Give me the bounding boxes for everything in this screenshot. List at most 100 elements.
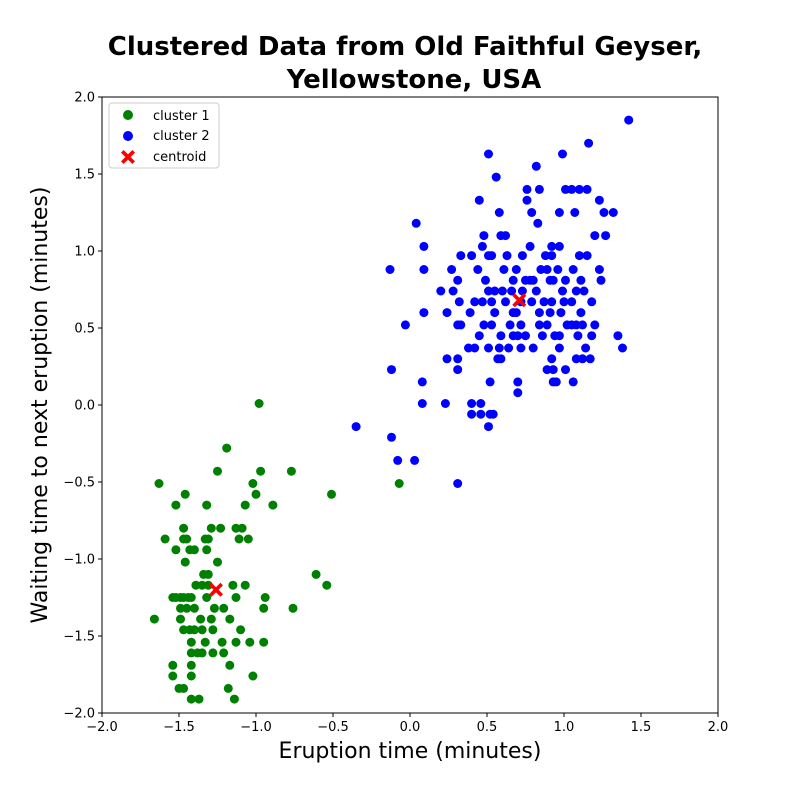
data-point-cluster-2 xyxy=(587,331,597,341)
data-point-cluster-2 xyxy=(599,208,609,217)
data-point-cluster-2 xyxy=(534,320,544,330)
data-point-cluster-2 xyxy=(502,251,512,261)
data-point-cluster-1 xyxy=(197,648,207,658)
data-point-cluster-2 xyxy=(479,320,489,330)
data-point-cluster-1 xyxy=(202,593,212,602)
data-point-cluster-1 xyxy=(182,534,192,544)
axis-ticks: −2.0 −1.5 −1.0 −0.5 0.0 0.5 1.0 1.5 2.0 −2.0 −1.5 −… xyxy=(63,91,728,736)
data-point-cluster-2 xyxy=(467,399,477,408)
data-point-cluster-2 xyxy=(578,354,587,364)
y-tick-label: 1.0 xyxy=(74,245,95,260)
data-point-cluster-2 xyxy=(567,184,577,194)
data-point-cluster-1 xyxy=(248,671,258,681)
data-point-cluster-2 xyxy=(521,331,530,341)
data-point-cluster-1 xyxy=(245,637,255,647)
data-point-cluster-2 xyxy=(547,354,557,364)
data-point-cluster-2 xyxy=(559,297,569,307)
data-point-cluster-1 xyxy=(168,671,178,681)
data-point-cluster-2 xyxy=(393,455,403,465)
data-point-cluster-2 xyxy=(497,286,507,296)
data-point-cluster-2 xyxy=(618,343,627,353)
chart-title: Clustered Data from Old Faithful Geyser, xyxy=(108,32,702,62)
data-point-cluster-2 xyxy=(436,286,446,296)
data-point-cluster-1 xyxy=(196,614,206,624)
data-point-cluster-2 xyxy=(537,331,547,341)
data-point-cluster-2 xyxy=(488,409,498,419)
data-point-cluster-1 xyxy=(191,580,201,590)
data-point-cluster-2 xyxy=(547,297,557,307)
data-point-cluster-2 xyxy=(467,251,477,261)
data-point-cluster-1 xyxy=(200,637,210,647)
data-point-cluster-2 xyxy=(417,377,427,387)
data-point-cluster-2 xyxy=(385,265,395,274)
legend-label-centroid: centroid xyxy=(153,150,206,165)
data-point-cluster-1 xyxy=(219,648,229,658)
data-point-cluster-2 xyxy=(567,297,577,307)
data-point-cluster-1 xyxy=(228,580,238,590)
legend-marker-centroid xyxy=(121,150,135,164)
data-point-cluster-2 xyxy=(528,343,538,353)
data-point-cluster-1 xyxy=(217,637,227,647)
data-point-cluster-2 xyxy=(490,308,500,318)
data-point-cluster-2 xyxy=(573,331,583,341)
data-point-cluster-1 xyxy=(206,523,216,533)
data-point-cluster-2 xyxy=(574,184,584,194)
data-point-cluster-2 xyxy=(464,343,473,353)
data-point-cluster-1 xyxy=(208,648,218,658)
data-point-cluster-1 xyxy=(171,500,181,510)
data-point-cluster-2 xyxy=(553,265,563,274)
data-point-cluster-2 xyxy=(490,286,500,296)
data-point-cluster-1 xyxy=(251,489,261,499)
data-point-cluster-1 xyxy=(189,545,199,555)
data-point-cluster-2 xyxy=(525,241,535,251)
y-tick-label: 0.0 xyxy=(74,399,95,414)
data-point-cluster-1 xyxy=(254,399,264,408)
legend-marker-cluster-2 xyxy=(123,131,133,141)
data-point-cluster-1 xyxy=(225,660,235,670)
data-point-cluster-2 xyxy=(582,251,592,261)
data-point-cluster-1 xyxy=(186,660,196,670)
data-point-cluster-2 xyxy=(576,308,586,318)
data-point-cluster-2 xyxy=(513,331,523,341)
centroid-marker xyxy=(209,582,223,597)
data-point-cluster-2 xyxy=(517,286,527,296)
data-point-cluster-1 xyxy=(149,614,159,624)
data-point-cluster-1 xyxy=(260,593,270,602)
data-point-cluster-2 xyxy=(474,195,484,205)
data-point-cluster-2 xyxy=(479,231,489,241)
data-point-cluster-2 xyxy=(447,265,457,274)
y-tick-label: 1.5 xyxy=(74,168,95,183)
data-point-cluster-2 xyxy=(511,308,521,318)
data-point-cluster-2 xyxy=(548,275,558,285)
y-tick-label: 0.5 xyxy=(74,322,95,337)
data-point-cluster-2 xyxy=(527,297,537,307)
data-point-cluster-2 xyxy=(561,184,570,194)
x-tick-label: 2.0 xyxy=(708,720,729,735)
data-point-cluster-2 xyxy=(585,354,595,364)
data-point-cluster-2 xyxy=(453,365,463,375)
x-tick-label: −1.0 xyxy=(240,720,272,735)
data-point-cluster-2 xyxy=(387,432,396,442)
data-point-cluster-2 xyxy=(487,297,497,307)
data-point-cluster-1 xyxy=(231,637,241,647)
legend-marker-cluster-1 xyxy=(123,110,133,120)
data-point-cluster-2 xyxy=(448,286,458,296)
data-point-cluster-1 xyxy=(213,466,222,476)
data-point-cluster-2 xyxy=(484,286,493,296)
data-point-cluster-1 xyxy=(197,580,207,590)
data-point-cluster-2 xyxy=(548,365,558,375)
data-points-layer xyxy=(149,115,634,704)
data-point-cluster-2 xyxy=(558,286,567,296)
data-point-cluster-2 xyxy=(453,354,463,364)
data-point-cluster-1 xyxy=(168,660,178,670)
data-point-cluster-2 xyxy=(608,208,618,217)
data-point-cluster-2 xyxy=(578,320,587,330)
data-point-cluster-2 xyxy=(517,251,527,261)
data-point-cluster-2 xyxy=(554,208,564,217)
data-point-cluster-2 xyxy=(534,184,544,194)
data-point-cluster-1 xyxy=(229,694,239,704)
data-point-cluster-2 xyxy=(456,251,466,261)
x-tick-label: 1.5 xyxy=(631,720,652,735)
data-point-cluster-2 xyxy=(587,297,597,307)
y-tick-label: −2.0 xyxy=(63,707,95,722)
